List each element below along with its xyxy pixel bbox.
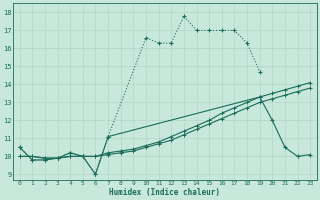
X-axis label: Humidex (Indice chaleur): Humidex (Indice chaleur) — [109, 188, 220, 197]
